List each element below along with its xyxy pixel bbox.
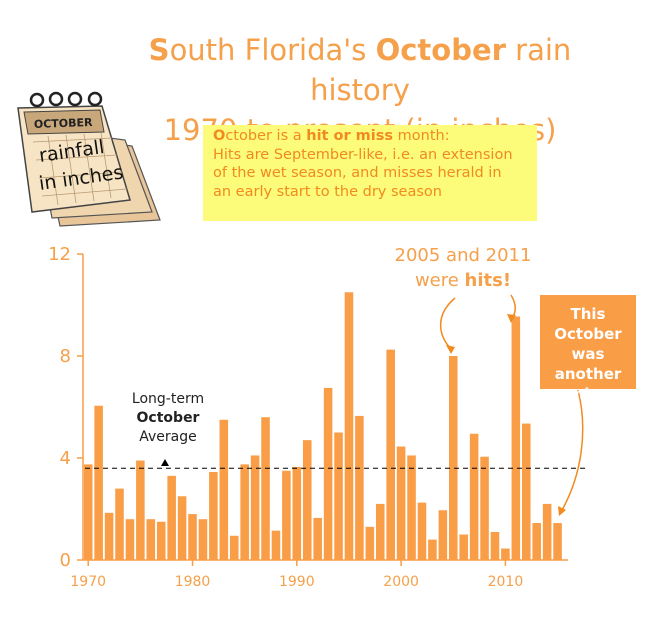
miss-annotation: This October was another miss [540,295,636,403]
miss-line-1: This October [554,305,622,343]
bar-2003 [428,539,437,560]
bar-1996 [355,415,364,560]
bar-2001 [407,455,416,560]
hits-annotation: 2005 and 2011 were hits! [378,243,548,293]
callout-line-4: an early start to the dry season [213,183,442,200]
title-text-a: outh Florida's [169,33,376,67]
bar-1989 [282,470,291,560]
bar-2000 [396,446,406,560]
bar-1976 [146,519,156,560]
bar-2009 [490,531,500,560]
callout-line-2: Hits are September-like, i.e. an extensi… [213,146,513,163]
bar-1986 [250,455,260,560]
bar-1990 [292,466,302,560]
bar-1991 [302,440,312,560]
bar-2011 [511,316,521,560]
title-month: October [375,33,506,67]
callout-first-letter: O [213,128,226,144]
y-tick-label: 4 [60,448,71,469]
hits-line-2: were hits! [378,268,548,293]
average-label-line-2: October [118,409,218,428]
bar-1992 [313,517,322,560]
bar-1975 [136,460,145,560]
hits-bold: hits! [464,270,512,291]
bar-2012 [522,423,531,560]
arrow-heads [446,314,566,516]
bar-1982 [209,472,218,560]
bar-2014 [542,503,552,560]
bar-1994 [334,432,343,560]
y-tick-label: 12 [48,244,71,265]
explanation-callout: October is a hit or miss month: Hits are… [203,125,537,221]
bar-1998 [375,503,385,560]
bar-1978 [167,475,176,560]
bar-2010 [501,548,510,560]
bar-1993 [323,387,333,561]
calendar-month-label: OCTOBER [34,116,94,131]
bar-1973 [115,488,124,560]
x-tick-label: 1990 [279,574,315,590]
bar-1970 [83,464,93,561]
bar-1974 [125,519,135,560]
callout-hit-or-miss: hit or miss [306,128,394,144]
miss-line-2: was another [554,345,622,383]
bar-2006 [459,534,468,560]
callout-line-1: October is a hit or miss month: [213,127,537,146]
bar-1988 [271,530,281,560]
y-tick-label: 8 [60,346,71,367]
calendar-icon: OCTOBER rainfall in inches [17,91,161,227]
bar-2007 [469,433,479,560]
title-line-1: South Florida's October rain history [100,30,620,110]
hits-text: were [414,270,465,291]
bar-1977 [156,521,166,560]
average-label-line-1: Long-term [131,391,205,407]
x-tick-label: 2000 [383,574,419,590]
bar-1972 [104,512,114,560]
bar-2005 [448,356,458,560]
hits-line-1: 2005 and 2011 [394,245,532,266]
bar-2015 [553,523,562,560]
average-label-line-3: Average [139,429,197,445]
bar-2013 [532,523,541,560]
bar-1997 [365,526,375,560]
x-tick-label: 1980 [175,574,211,590]
x-ticks: 1970 1980 1990 2000 2010 [70,560,523,590]
bars [83,292,562,561]
miss-line-3: miss [568,385,608,403]
bar-2004 [438,510,448,560]
bar-2008 [480,456,489,560]
bar-1981 [198,519,208,560]
bar-1999 [386,349,395,561]
y-ticks: 0 4 8 12 [48,244,83,571]
average-label-bold: October [136,410,200,426]
bar-1979 [177,496,187,560]
bar-1995 [344,292,354,560]
callout-text-a: ctober is a [225,128,307,144]
title-text-b: rain history [310,33,572,107]
average-pointer [161,459,169,466]
bar-1980 [188,514,197,560]
bar-1971 [94,405,103,560]
y-tick-label: 0 [60,550,71,571]
bar-1985 [240,464,249,561]
bar-1987 [261,417,270,560]
callout-text-b: month: [393,128,450,144]
bar-2002 [417,502,427,561]
x-tick-label: 2010 [488,574,524,590]
callout-line-3: of the wet season, and misses herald in [213,165,502,181]
bar-1984 [229,535,239,560]
average-label: Long-term October Average [118,390,218,447]
x-tick-label: 1970 [70,574,106,590]
title-first-letter: S [148,33,170,67]
bar-1983 [219,419,229,560]
